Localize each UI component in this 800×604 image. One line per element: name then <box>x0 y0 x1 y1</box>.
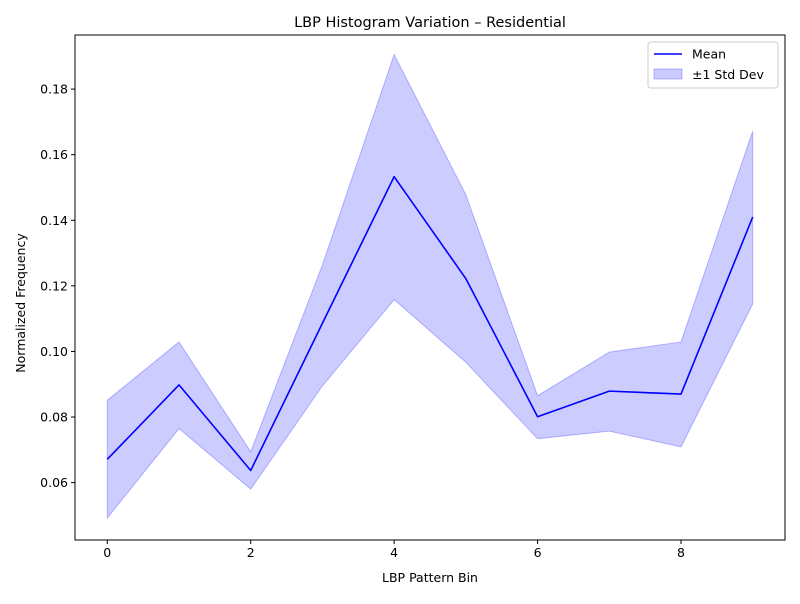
y-tick-label: 0.12 <box>40 278 68 293</box>
legend-mean-label: Mean <box>692 47 726 62</box>
x-tick-label: 8 <box>677 545 685 560</box>
y-tick-label: 0.18 <box>40 82 68 97</box>
y-tick-label: 0.14 <box>40 213 68 228</box>
x-tick-label: 2 <box>247 545 255 560</box>
y-tick-label: 0.08 <box>40 410 68 425</box>
legend: Mean ±1 Std Dev <box>648 42 778 88</box>
chart-title: LBP Histogram Variation – Residential <box>294 15 566 31</box>
x-tick-label: 6 <box>534 545 542 560</box>
x-tick-label: 0 <box>103 545 111 560</box>
x-tick-label: 4 <box>390 545 398 560</box>
y-axis-label: Normalized Frequency <box>13 233 28 373</box>
y-tick-label: 0.16 <box>40 147 68 162</box>
x-axis-label: LBP Pattern Bin <box>382 570 478 585</box>
y-tick-label: 0.10 <box>40 344 68 359</box>
legend-band-swatch <box>654 69 682 79</box>
legend-band-label: ±1 Std Dev <box>692 67 764 82</box>
y-tick-label: 0.06 <box>40 475 68 490</box>
